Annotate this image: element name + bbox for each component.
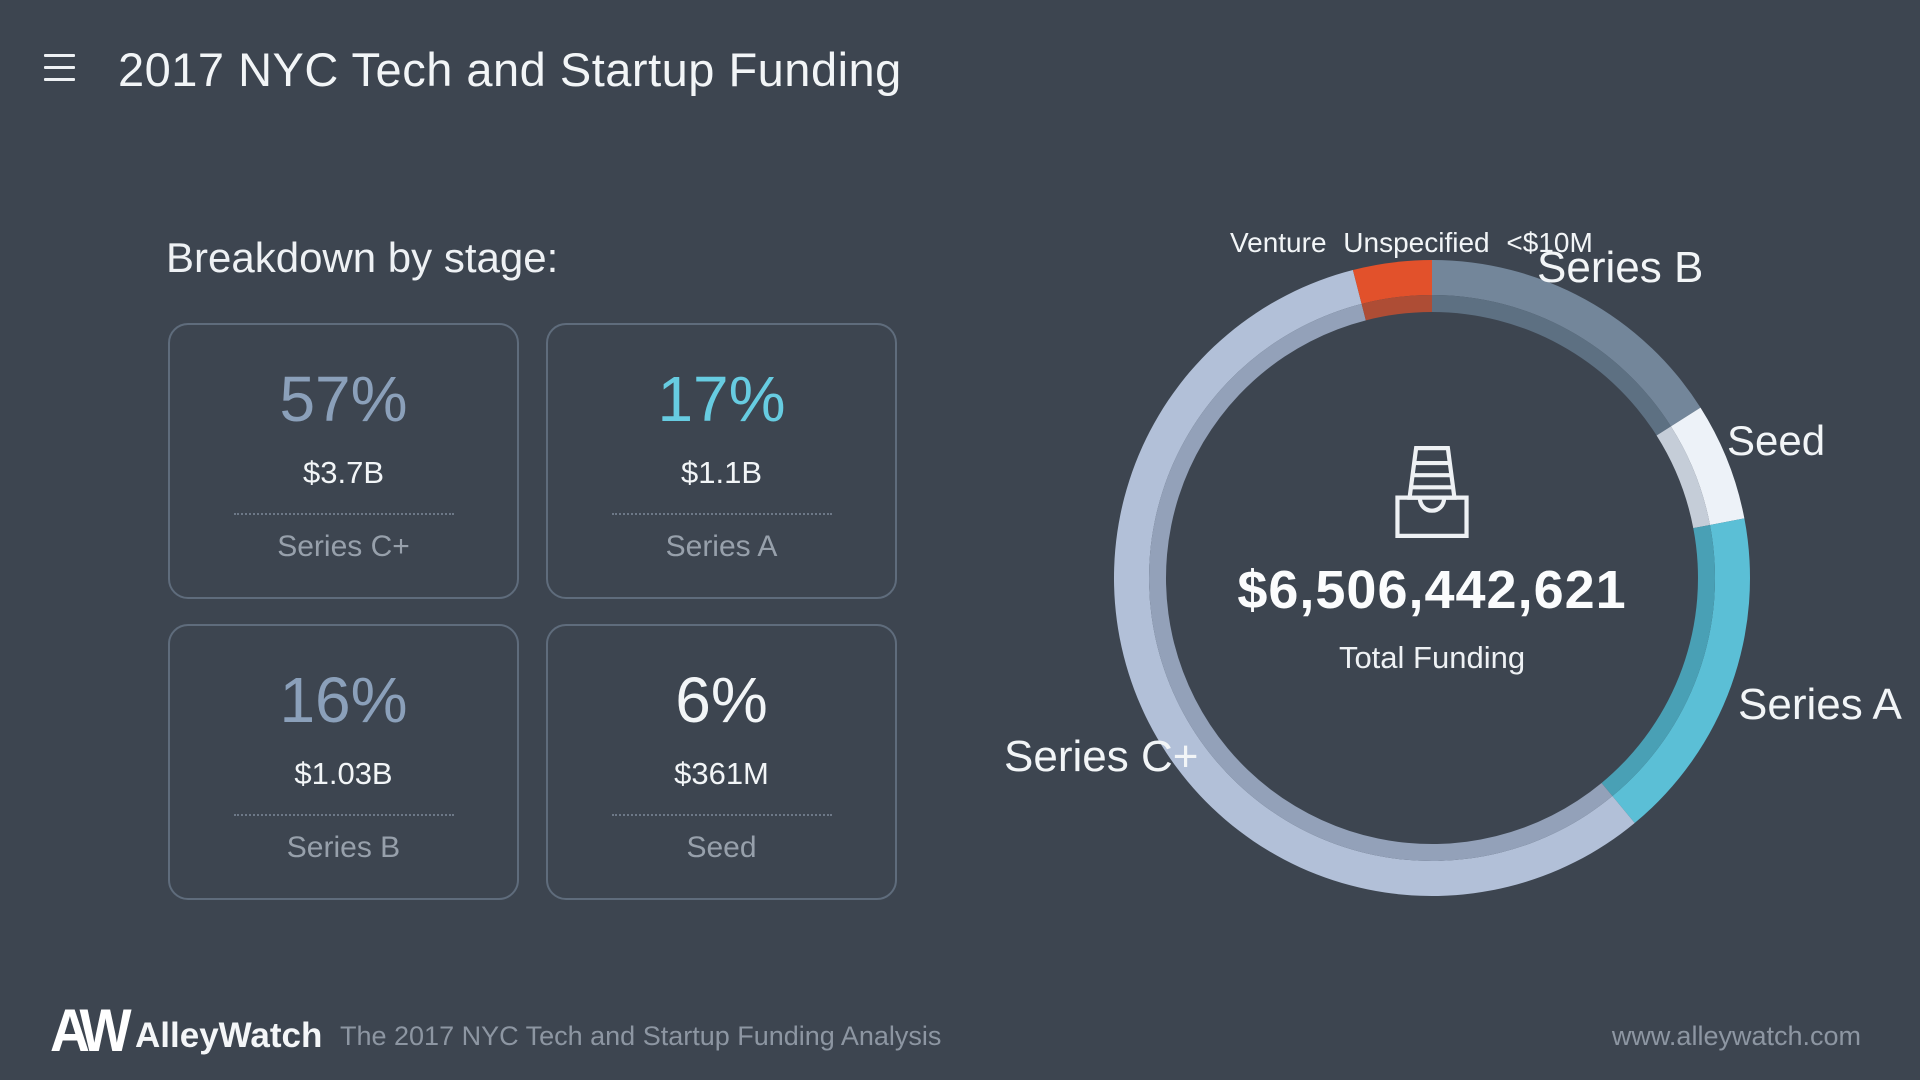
donut-segment-venture-unspecified-10m-outer <box>1352 260 1432 304</box>
inbox-tray-icon <box>1395 446 1469 538</box>
dotted-divider <box>611 814 832 816</box>
stat-stage-label: Series B <box>286 831 401 864</box>
total-funding-value: $6,506,442,621 <box>1237 560 1627 620</box>
donut-label-series-c-plus: Series C+ <box>1004 732 1199 781</box>
breakdown-heading: Breakdown by stage: <box>166 234 559 281</box>
stat-percent: 16% <box>279 664 408 736</box>
stat-card-seed: 6% $361M Seed <box>546 624 897 900</box>
donut-segment-series-b-inner <box>1432 295 1671 436</box>
footer-website: www.alleywatch.com <box>1611 1021 1861 1051</box>
hamburger-bar <box>44 54 75 57</box>
stat-percent: 6% <box>675 664 768 736</box>
donut-label-venture-unspecified: Venture Unspecified <$10M <box>1230 227 1593 258</box>
dotted-divider <box>233 513 454 515</box>
stat-stage-label: Series A <box>665 530 778 563</box>
alleywatch-logo-text: AlleyWatch <box>135 1016 323 1055</box>
donut-label-series-a: Series A <box>1738 680 1902 729</box>
stat-card-series-b: 16% $1.03B Series B <box>168 624 519 900</box>
stage-cards-grid: 57% $3.7B Series C+ 17% $1.1B Series A 1… <box>168 323 898 900</box>
donut-segment-venture-unspecified-10m-inner <box>1361 295 1432 321</box>
stat-amount: $3.7B <box>302 455 384 490</box>
footer-tagline: The 2017 NYC Tech and Startup Funding An… <box>340 1021 942 1051</box>
total-funding-label: Total Funding <box>1338 640 1526 675</box>
hamburger-menu-icon[interactable] <box>44 54 75 82</box>
alleywatch-logo-monogram: AW <box>50 997 132 1064</box>
page-title: 2017 NYC Tech and Startup Funding <box>118 43 902 96</box>
stat-percent: 17% <box>657 363 786 435</box>
dotted-divider <box>233 814 454 816</box>
donut-segment-series-c-outer <box>1113 269 1635 897</box>
donut-segment-seed-outer <box>1670 407 1745 525</box>
stat-percent: 57% <box>279 363 408 435</box>
donut-segment-series-a-outer <box>1612 518 1751 824</box>
donut-label-series-b: Series B <box>1537 243 1704 292</box>
stat-card-series-a: 17% $1.1B Series A <box>546 323 897 599</box>
donut-segment-series-b-outer <box>1432 260 1701 427</box>
stat-amount: $361M <box>674 756 769 791</box>
stat-amount: $1.03B <box>294 756 393 791</box>
donut-segment-series-a-inner <box>1601 524 1716 797</box>
dotted-divider <box>611 513 832 515</box>
donut-segment-seed-inner <box>1656 426 1710 529</box>
stat-amount: $1.1B <box>680 455 762 490</box>
stat-stage-label: Series C+ <box>277 530 410 563</box>
stat-card-series-c-plus: 57% $3.7B Series C+ <box>168 323 519 599</box>
stat-stage-label: Seed <box>686 831 757 864</box>
donut-label-seed: Seed <box>1727 417 1826 464</box>
hamburger-bar <box>44 66 75 69</box>
hamburger-bar <box>44 78 75 81</box>
